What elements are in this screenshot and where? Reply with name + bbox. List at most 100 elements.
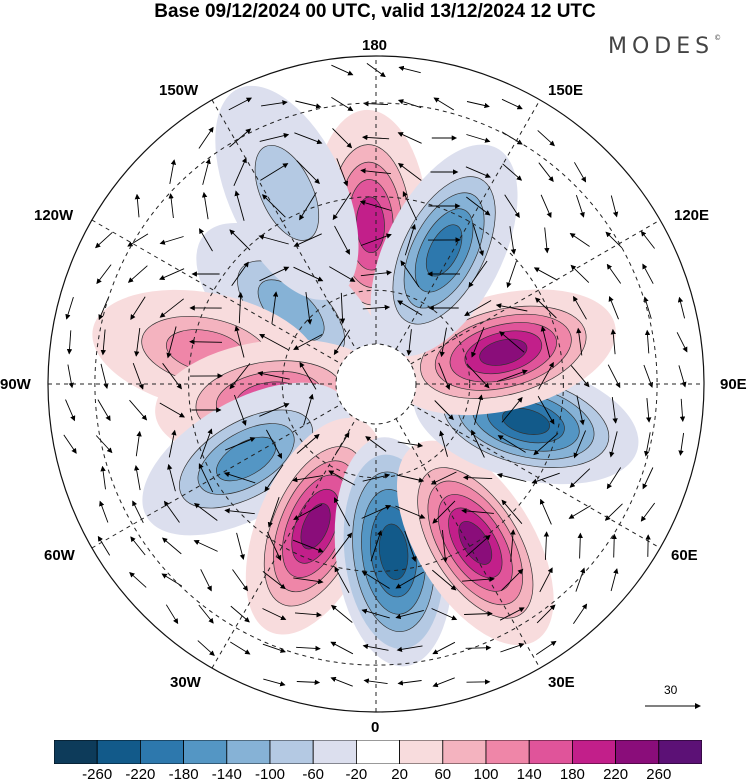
wind-arrow [329,266,356,282]
wind-arrow [509,226,517,255]
wind-arrow [135,430,142,457]
wind-arrow [397,680,422,686]
lon-label-90w: 90W [0,376,31,393]
wind-arrow [193,540,218,552]
wind-arrow [610,328,616,355]
wind-reference-value: 30 [664,683,678,697]
wind-arrow [679,398,686,422]
wind-arrow [197,640,215,657]
wind-arrow [496,369,528,382]
colorbar-swatch [54,740,98,764]
wind-arrow [640,502,656,522]
wind-arrow [161,573,183,587]
wind-arrow [296,645,321,652]
wind-arrow [398,65,421,74]
wind-arrow [99,500,109,523]
wind-arrow [166,326,177,359]
wind-arrow [264,464,284,492]
colorbar-tick-label: -140 [211,766,242,783]
wind-arrow [533,267,558,281]
wind-arrow [234,190,245,221]
wind-arrow [495,303,528,312]
colorbar-swatch [355,740,400,764]
wind-arrow [439,430,448,457]
wind-arrow [575,567,586,592]
wind-arrow [260,163,289,181]
wind-arrow [334,566,350,594]
wind-arrow [163,500,180,523]
colorbar-tick-label: -20 [345,766,368,783]
colorbar-tick-label: -100 [254,766,286,783]
lon-label-30w: 30W [170,674,201,691]
wind-arrow [676,332,688,353]
wind-arrow [531,472,560,484]
wind-arrow [258,234,289,245]
wind-arrow [464,300,492,316]
wind-arrow [129,399,148,421]
wind-arrow [328,470,356,486]
colorbar-swatch [140,740,185,764]
wind-arrow [292,475,324,483]
wind-arrow [294,132,323,145]
wind-arrow [167,463,176,492]
anomaly-lobe [370,144,518,357]
colorbar-tick-label: -220 [125,766,156,783]
wind-arrow [266,429,283,459]
wind-arrow [430,471,457,485]
wind-arrow [465,534,491,557]
colorbar-swatch [96,740,141,764]
wind-arrow [97,535,111,556]
lon-label-150e: 150E [548,82,584,99]
wind-arrow [360,168,391,175]
wind-arrow [431,608,458,621]
wind-arrow [168,429,177,458]
wind-arrow [296,679,321,685]
wind-arrow [193,502,218,521]
copyright-mark: © [714,34,722,42]
wind-arrow [432,677,455,688]
wind-arrow [130,536,146,556]
wind-arrow [396,645,423,653]
colorbar [54,740,702,764]
lon-label-0: 0 [371,719,380,736]
wind-arrow [395,609,424,620]
wind-arrow [640,230,655,249]
anomaly-field [92,85,639,667]
wind-arrow [233,394,247,426]
polar-cap [335,343,417,425]
wind-arrow [129,571,147,588]
wind-arrow [257,371,290,380]
wind-arrow [162,537,182,555]
wind-arrow [159,236,184,245]
wind-arrow [159,298,184,318]
modes-logo: MODES© [608,34,721,59]
wind-arrow [97,399,111,422]
colorbar-tick-label: 260 [646,766,672,783]
wind-arrow [225,437,256,451]
wind-arrow [466,196,491,216]
wind-arrow [568,505,591,519]
wind-arrow [432,641,456,655]
wind-arrow [262,608,287,620]
wind-arrow [535,640,557,655]
anomaly-lobe [396,440,554,646]
wind-arrow [262,643,286,653]
wind-arrow [130,296,146,321]
wind-arrow [261,100,288,107]
wind-arrow [199,228,213,252]
wind-arrow [395,571,425,589]
wind-arrow [397,300,423,316]
lon-label-60w: 60W [44,547,75,564]
lon-label-120e: 120E [674,207,710,224]
wind-arrow [223,471,256,484]
wind-arrow [295,100,322,109]
wind-arrow [461,508,494,514]
wind-arrow [538,162,554,183]
wind-arrow [499,331,525,353]
wind-arrow [434,400,454,421]
colorbar-swatch [226,740,271,764]
wind-arrow [642,263,654,284]
wind-arrow [293,577,324,585]
wind-arrow [305,292,313,325]
